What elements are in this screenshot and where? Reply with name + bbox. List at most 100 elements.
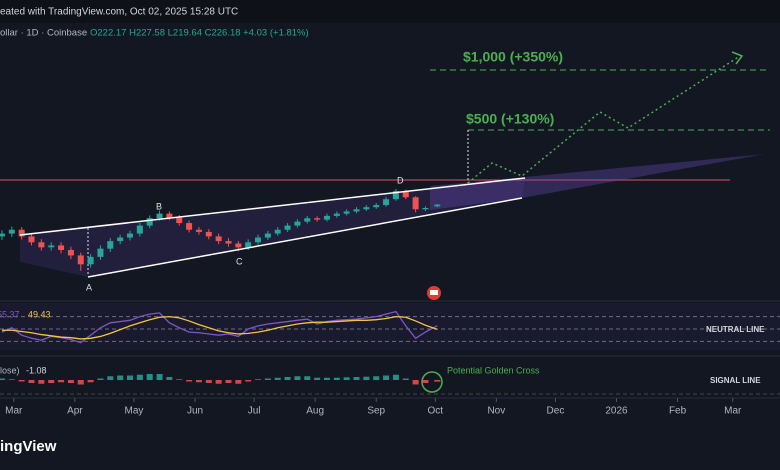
histogram-bar: [323, 377, 330, 380]
candle-body: [205, 231, 212, 237]
candle-body: [136, 225, 143, 234]
x-tick-label: Mar: [724, 406, 742, 417]
candle-body: [215, 236, 222, 242]
histogram-bar: [304, 376, 311, 380]
candle-body: [195, 229, 202, 232]
symbol: ollar · 1D · Coinbase: [0, 28, 87, 39]
histogram-bar: [166, 377, 173, 380]
histogram-bar: [117, 375, 124, 380]
projection-cone: [430, 154, 765, 210]
histogram-bar: [107, 376, 114, 380]
candle-body: [166, 213, 173, 218]
histogram-bar: [353, 377, 360, 380]
candle-body: [28, 236, 35, 243]
candle-body: [186, 223, 193, 230]
histogram-bar: [434, 380, 441, 382]
histogram-bar: [412, 380, 419, 385]
candle-body: [314, 218, 321, 220]
histogram-bar: [363, 376, 370, 380]
candle-body: [392, 191, 399, 200]
histogram-bar: [294, 376, 301, 380]
x-tick-label: Nov: [487, 406, 505, 417]
watermark: ingView: [0, 438, 57, 455]
arrow-head: [731, 51, 744, 65]
histogram-bar: [343, 377, 350, 380]
rsi-panel: [0, 303, 780, 350]
candle-body: [97, 248, 104, 257]
candle-body: [77, 255, 84, 265]
candle-body: [383, 199, 390, 206]
annotation: $500 (+130%): [466, 111, 554, 127]
histogram-bar: [136, 374, 143, 380]
annotation: A: [86, 282, 92, 292]
histogram-bar: [422, 380, 429, 383]
annotation: Potential Golden Cross: [447, 365, 540, 375]
x-tick-label: Jun: [187, 406, 203, 417]
candle-body: [304, 218, 311, 222]
histogram-bar: [314, 377, 321, 380]
credit: eated with TradingView.com, Oct 02, 2025…: [0, 7, 238, 18]
candle-body: [0, 233, 5, 237]
projection-path: [467, 55, 741, 184]
candle-body: [333, 213, 340, 216]
candle-body: [402, 191, 409, 198]
histogram-bar: [205, 380, 212, 383]
candle-body: [156, 213, 163, 219]
candle-body: [363, 207, 370, 210]
histogram-bar: [67, 380, 74, 383]
histogram-bar: [255, 379, 262, 380]
x-tick-label: Aug: [306, 406, 324, 417]
candle-body: [422, 208, 429, 210]
annotation: B: [156, 201, 162, 211]
candle-body: [146, 218, 153, 226]
x-tick-label: Apr: [67, 406, 83, 417]
candle-body: [18, 229, 25, 237]
candle-body: [323, 215, 330, 220]
histogram-bar: [8, 379, 15, 380]
histogram-bar: [225, 380, 232, 383]
histogram-bar: [402, 378, 409, 380]
flag: [430, 290, 438, 295]
x-tick-label: Mar: [5, 406, 23, 417]
histogram-bar: [38, 380, 45, 384]
candle-body: [225, 241, 232, 244]
candle-body: [67, 249, 74, 256]
annotation: NEUTRAL LINE: [706, 325, 765, 334]
marks: Mar Apr May Jun Jul Aug Sep Oct Nov Dec 2026 Feb Mar…: [0, 49, 780, 417]
value-label: 55.37: [0, 309, 20, 319]
candle-body: [412, 197, 419, 210]
candle-body: [343, 211, 350, 214]
candle-body: [255, 237, 262, 243]
candle-body: [176, 217, 183, 224]
candle-body: [58, 245, 65, 250]
series-label: lose): [0, 365, 20, 375]
candle-body: [127, 233, 133, 238]
candle-body: [434, 204, 441, 207]
annotation: $1,000 (+350%): [463, 49, 563, 65]
candle-body: [264, 233, 271, 238]
candle-body: [294, 221, 301, 226]
rsi-line: [1, 315, 438, 340]
histogram-bar: [274, 377, 281, 380]
histogram-bar: [333, 377, 340, 380]
histogram-bar: [392, 374, 399, 380]
wedge-upper: [19, 177, 526, 236]
candle-body: [117, 237, 124, 242]
x-tick-label: 2026: [605, 406, 628, 417]
annotation: C: [236, 256, 243, 266]
annotation: D: [397, 175, 404, 185]
histogram-bar: [383, 375, 390, 380]
histogram-bar: [245, 380, 252, 382]
candle-body: [235, 243, 242, 248]
histogram-bar: [215, 380, 222, 384]
wedge-fill: [20, 178, 525, 277]
histogram-bar: [156, 374, 163, 380]
candle-body: [107, 241, 114, 249]
candle-body: [274, 229, 281, 234]
histogram-bar: [373, 376, 380, 380]
top-bar: [0, 0, 780, 23]
candle-body: [38, 242, 45, 248]
value-label: -1.08: [26, 365, 47, 375]
